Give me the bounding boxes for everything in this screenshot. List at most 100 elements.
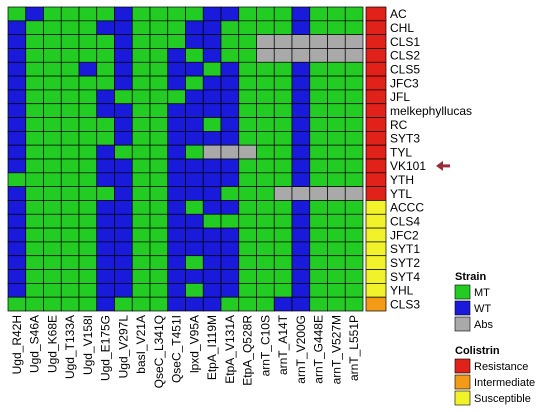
heatmap-cell	[309, 227, 328, 243]
row-label: SYT1	[390, 242, 420, 256]
heatmap-cell	[78, 227, 98, 243]
heatmap-cell	[220, 34, 240, 49]
row-label: CLS2	[390, 49, 420, 63]
heatmap-cell	[344, 269, 364, 284]
heatmap-cell	[202, 144, 222, 160]
heatmap-cell	[43, 103, 62, 118]
heatmap-cell	[7, 269, 27, 284]
heatmap-cell	[238, 158, 257, 174]
heatmap-cell	[131, 172, 151, 187]
heatmap-cell	[220, 117, 240, 132]
heatmap-cell	[309, 255, 328, 270]
heatmap-cell	[238, 6, 257, 22]
heatmap-cell	[273, 283, 293, 298]
heatmap-cell	[202, 20, 222, 35]
heatmap-cell	[273, 103, 293, 118]
heatmap-cell	[43, 61, 62, 77]
heatmap-cell	[344, 6, 364, 22]
class-bar-cell	[365, 144, 387, 160]
heatmap-cell	[327, 6, 346, 22]
heatmap-cell	[344, 34, 364, 49]
heatmap-cell	[344, 200, 364, 215]
heatmap-cell	[220, 20, 240, 35]
heatmap-cell	[273, 200, 293, 215]
heatmap-cell	[131, 241, 151, 257]
heatmap-cell	[309, 48, 328, 63]
heatmap-cell	[327, 89, 346, 105]
heatmap-cell	[149, 227, 169, 243]
column-label: Ugd_V297L	[116, 315, 130, 379]
heatmap-cell	[131, 20, 151, 35]
heatmap-cell	[202, 6, 222, 22]
row-label: CHL	[390, 21, 414, 35]
heatmap-cell	[7, 48, 27, 63]
heatmap-cell	[238, 144, 257, 160]
heatmap-cell	[7, 158, 27, 174]
heatmap-cell	[7, 227, 27, 243]
heatmap-cell	[220, 48, 240, 63]
heatmap-cell	[60, 241, 80, 257]
heatmap-cell	[96, 75, 115, 91]
class-bar-cell	[365, 48, 387, 63]
heatmap-cell	[149, 117, 169, 132]
heatmap-cell	[202, 213, 222, 229]
heatmap-cell	[167, 131, 186, 146]
heatmap-cell	[273, 34, 293, 49]
heatmap-cell	[25, 255, 44, 270]
heatmap-cell	[291, 158, 311, 174]
heatmap-cell	[114, 103, 133, 118]
heatmap-cell	[96, 48, 115, 63]
heatmap-cell	[273, 186, 293, 201]
heatmap-cell	[149, 158, 169, 174]
heatmap-cell	[185, 103, 204, 118]
heatmap-cell	[185, 144, 204, 160]
heatmap-cell	[7, 20, 27, 35]
heatmap-cell	[327, 227, 346, 243]
heatmap-cell	[185, 255, 204, 270]
row-label: SYT4	[390, 270, 420, 284]
row-label: ACCC	[390, 201, 424, 215]
heatmap-cell	[60, 6, 80, 22]
heatmap-cell	[43, 48, 62, 63]
class-bar-cell	[365, 20, 387, 35]
class-bar-cell	[365, 158, 387, 174]
heatmap-cell	[291, 6, 311, 22]
heatmap-cell	[202, 227, 222, 243]
heatmap-cell	[167, 75, 186, 91]
heatmap-cell	[131, 255, 151, 270]
heatmap-cell	[238, 34, 257, 49]
heatmap-cell	[309, 103, 328, 118]
heatmap-cell	[202, 200, 222, 215]
class-bar-cell	[365, 255, 387, 270]
heatmap-cell	[7, 89, 27, 105]
heatmap-cell	[131, 131, 151, 146]
heatmap-cell	[149, 131, 169, 146]
heatmap-cell	[60, 131, 80, 146]
heatmap-cell	[96, 200, 115, 215]
class-bar-cell	[365, 6, 387, 22]
row-labels: ACCHLCLS1CLS2CLS5JFC3JFLmelkephyllucasRC…	[390, 7, 472, 311]
heatmap-cell	[327, 296, 346, 312]
heatmap-cell	[291, 61, 311, 77]
heatmap-cell	[309, 172, 328, 187]
heatmap-cell	[167, 213, 186, 229]
heatmap-cell	[78, 89, 98, 105]
heatmap-cell	[149, 20, 169, 35]
heatmap-cell	[25, 20, 44, 35]
heatmap-cell	[344, 283, 364, 298]
heatmap-cell	[327, 103, 346, 118]
heatmap-cell	[25, 34, 44, 49]
heatmap-cell	[256, 103, 275, 118]
heatmap-cell	[7, 61, 27, 77]
heatmap-cell	[60, 200, 80, 215]
heatmap-cell	[309, 158, 328, 174]
heatmap-cell	[273, 213, 293, 229]
heatmap-cell	[60, 48, 80, 63]
heatmap-cell	[185, 200, 204, 215]
heatmap-cell	[114, 200, 133, 215]
legend-swatch	[454, 374, 471, 390]
heatmap-cell	[327, 283, 346, 298]
heatmap-cell	[273, 61, 293, 77]
heatmap-cell	[149, 241, 169, 257]
heatmap-cell	[78, 20, 98, 35]
